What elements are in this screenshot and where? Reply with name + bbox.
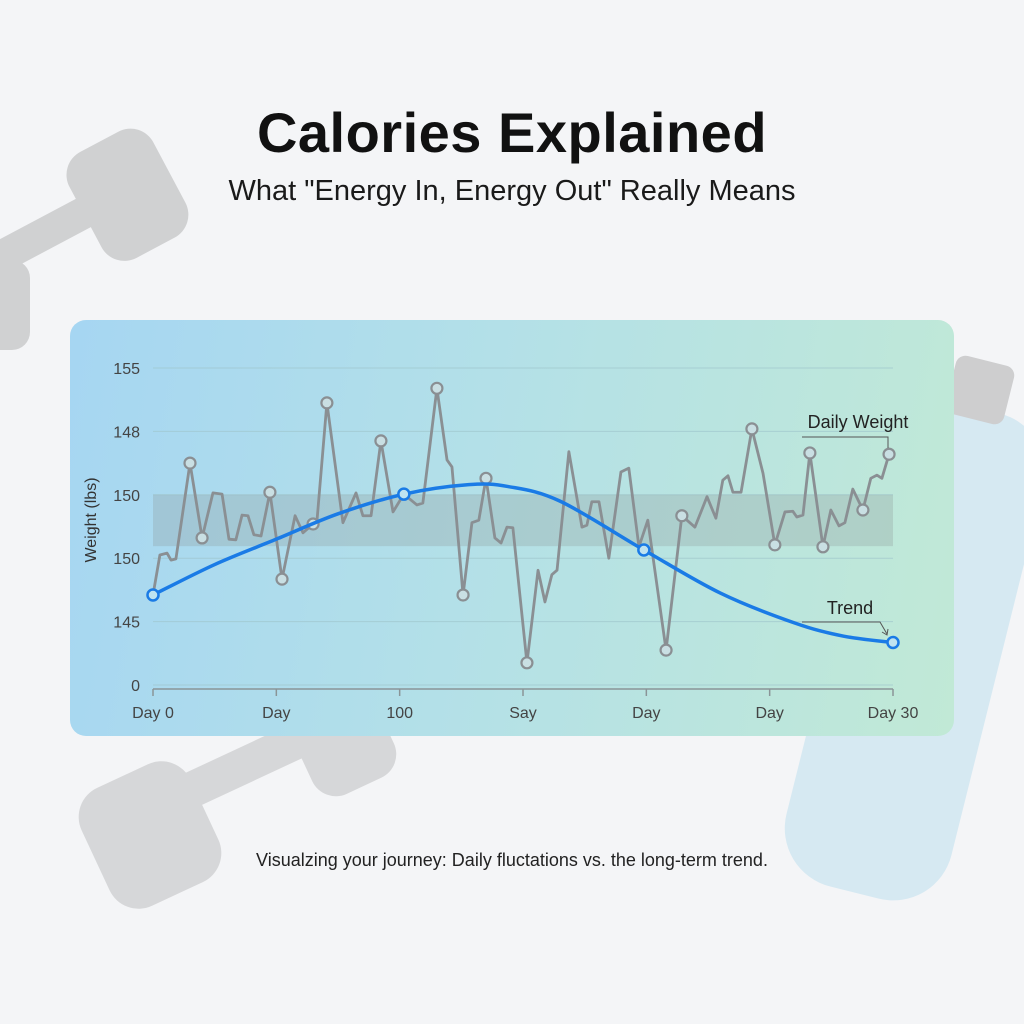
y-tick-label: 155 (113, 361, 140, 378)
x-tick-label: Day (755, 705, 783, 722)
y-tick-label: 150 (113, 488, 140, 505)
daily-weight-line (151, 386, 891, 665)
daily-weight-point (882, 447, 896, 461)
daily-weight-point (374, 434, 388, 448)
dumbbell-icon (0, 128, 189, 350)
daily-weight-point (856, 503, 870, 517)
chart-caption: Visualzing your journey: Daily fluctatio… (256, 850, 768, 870)
daily-weight-point (803, 446, 817, 460)
trend-leader-line (802, 621, 888, 635)
x-tick-label: Day (632, 705, 660, 722)
trend-point (146, 588, 160, 602)
daily-weight-point (675, 509, 689, 523)
trend-label: Trend (827, 598, 873, 618)
page-subtitle: What "Energy In, Energy Out" Really Mean… (228, 175, 796, 207)
daily-weight-point (745, 422, 759, 436)
x-tick-label: Day 30 (868, 705, 919, 722)
daily-weight-point (659, 643, 673, 657)
daily-weight-point (768, 538, 782, 552)
page-title: Calories Explained (256, 101, 768, 164)
daily-weight-point (320, 396, 334, 410)
daily-weight-label: Daily Weight (808, 412, 909, 432)
daily-weight-point (195, 531, 209, 545)
daily-weight-leader-line (802, 436, 889, 448)
trend-point (886, 635, 900, 650)
daily-weight-point (520, 656, 534, 670)
daily-weight-point (816, 540, 830, 554)
y-tick-label: 150 (113, 551, 140, 568)
x-tick-label: Day 0 (132, 705, 174, 722)
daily-weight-point (183, 456, 197, 470)
daily-weight-point (456, 588, 470, 602)
x-tick-label: Say (509, 705, 537, 722)
y-tick-label: 0 (131, 678, 140, 695)
daily-weight-point (479, 471, 493, 485)
trend-point (397, 487, 411, 501)
daily-weight-point (430, 381, 444, 395)
trend-line (151, 482, 895, 645)
y-axis-label: Weight (lbs) (83, 477, 100, 562)
y-tick-label: 148 (113, 424, 140, 441)
x-tick-label: 100 (386, 705, 413, 722)
y-tick-label: 145 (113, 615, 140, 632)
arrow-icon (881, 628, 889, 636)
x-tick-label: Day (262, 705, 290, 722)
daily-weight-point (263, 485, 277, 499)
trend-point (637, 543, 651, 557)
daily-weight-point (275, 572, 289, 586)
